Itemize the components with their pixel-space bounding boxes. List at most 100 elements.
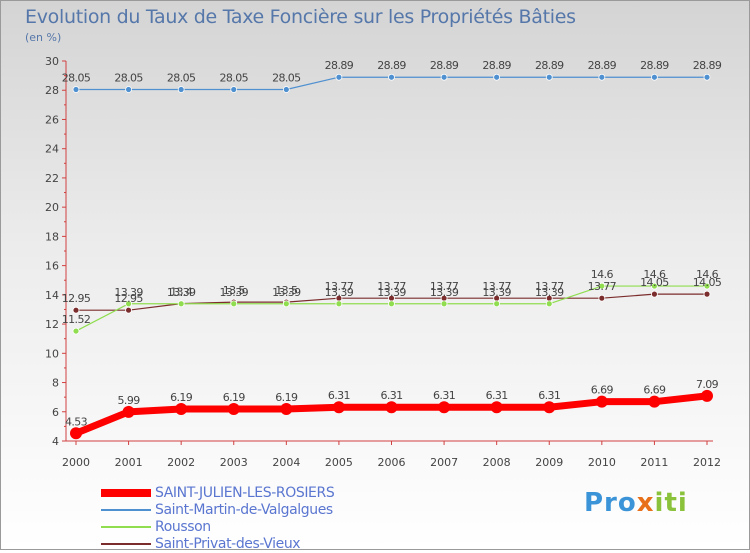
x-tick-label: 2007 (430, 456, 458, 469)
data-point (335, 300, 343, 308)
data-point (545, 300, 553, 308)
data-point (703, 290, 711, 298)
data-label: 6.19 (170, 391, 193, 404)
data-label: 28.05 (272, 72, 301, 85)
data-point (388, 300, 395, 308)
y-tick-label: 16 (45, 260, 59, 273)
data-label: 13.39 (377, 286, 406, 299)
data-label: 13.39 (167, 286, 196, 299)
data-label: 13.39 (220, 286, 249, 299)
legend-swatch (101, 509, 151, 511)
data-label: 28.89 (325, 59, 354, 72)
data-point (388, 73, 395, 81)
data-label: 13.77 (325, 280, 354, 293)
data-point (72, 327, 80, 335)
data-point (332, 401, 345, 414)
data-point (282, 86, 290, 93)
data-point (385, 401, 398, 414)
x-tick-label: 2001 (115, 456, 143, 469)
data-label: 28.05 (167, 72, 196, 85)
data-label: 13.39 (430, 286, 459, 299)
data-label: 13.39 (272, 286, 301, 299)
data-label: 14.05 (693, 276, 722, 289)
data-point (72, 306, 80, 314)
data-point (598, 294, 606, 302)
y-tick-label: 6 (52, 406, 59, 419)
y-tick-label: 26 (45, 113, 59, 126)
data-point (543, 401, 556, 414)
data-label: 13.39 (325, 286, 354, 299)
proxiti-logo: Proxiti (584, 488, 688, 518)
data-point (125, 86, 132, 93)
logo-text-pro: Pro (584, 488, 637, 518)
x-tick-label: 2006 (378, 456, 406, 469)
data-point (125, 300, 132, 308)
x-tick-label: 2008 (483, 456, 511, 469)
legend-swatch (101, 543, 151, 545)
data-point (490, 401, 503, 414)
data-point (230, 300, 238, 308)
data-label: 12.95 (62, 292, 91, 305)
data-point (282, 300, 290, 308)
data-label: 13.39 (114, 286, 143, 299)
data-point (125, 306, 132, 314)
data-label: 28.89 (377, 59, 406, 72)
data-label: 28.89 (535, 59, 564, 72)
data-point (177, 300, 185, 308)
data-label: 6.31 (538, 389, 560, 402)
data-label: 28.05 (62, 72, 91, 85)
x-tick-label: 2003 (220, 456, 248, 469)
data-label: 6.69 (643, 384, 666, 397)
data-label: 13.5 (275, 284, 298, 297)
data-label: 28.05 (220, 72, 249, 85)
chart-title: Evolution du Taux de Taxe Foncière sur l… (25, 6, 576, 28)
data-label: 14.05 (640, 276, 669, 289)
y-tick-label: 22 (45, 172, 59, 185)
data-point (440, 73, 448, 81)
data-label: 6.31 (486, 389, 508, 402)
data-label: 14.6 (643, 268, 666, 281)
x-tick-label: 2011 (640, 456, 668, 469)
y-tick-label: 18 (45, 230, 59, 243)
y-tick-label: 24 (45, 143, 59, 156)
data-label: 6.31 (328, 389, 350, 402)
y-tick-label: 20 (45, 201, 59, 214)
data-point (651, 73, 658, 81)
data-label: 14.6 (591, 268, 614, 281)
y-tick-label: 10 (45, 347, 59, 360)
legend-label: Saint-Martin-de-Valgalgues (155, 502, 333, 518)
data-point (595, 395, 608, 408)
data-label: 13.39 (535, 286, 564, 299)
data-label: 28.89 (693, 59, 722, 72)
data-label: 13.39 (482, 286, 511, 299)
data-label: 28.89 (482, 59, 511, 72)
data-point (651, 282, 658, 290)
data-point (72, 86, 80, 93)
data-point (440, 300, 448, 308)
legend-swatch (101, 489, 151, 497)
data-label: 28.89 (640, 59, 669, 72)
x-tick-label: 2004 (272, 456, 300, 469)
data-label: 13.77 (430, 280, 459, 293)
data-label: 13.77 (535, 280, 564, 293)
data-label: 6.31 (433, 389, 455, 402)
data-point (227, 402, 240, 415)
data-label: 13.5 (223, 284, 246, 297)
data-point (438, 401, 451, 414)
data-label: 7.09 (696, 378, 719, 391)
data-label: 28.05 (114, 72, 143, 85)
y-tick-label: 28 (45, 84, 59, 97)
data-point (545, 73, 553, 81)
data-point (70, 427, 82, 440)
data-point (493, 300, 501, 308)
data-label: 11.52 (62, 313, 91, 326)
y-tick-label: 4 (52, 435, 59, 448)
data-point (598, 282, 606, 290)
legend-label: Saint-Privat-des-Vieux (155, 536, 301, 552)
data-point (651, 290, 658, 298)
data-label: 13.77 (482, 280, 511, 293)
y-unit-label: (en %) (25, 31, 62, 44)
y-tick-label: 30 (45, 55, 59, 68)
data-point (335, 73, 343, 81)
